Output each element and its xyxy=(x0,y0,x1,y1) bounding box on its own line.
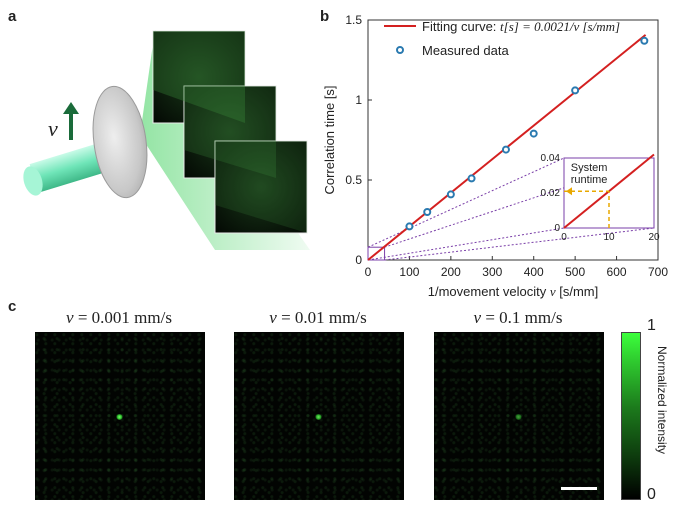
speckle-image xyxy=(234,332,404,500)
legend-data-label: Measured data xyxy=(422,43,509,58)
y-tick-label: 0.5 xyxy=(345,173,362,187)
colorbar xyxy=(621,332,641,500)
x-tick-label: 500 xyxy=(565,265,585,279)
legend-fit-label: Fitting curve: t[s] = 0.0021/v [s/mm] xyxy=(422,19,620,34)
focus-spot xyxy=(116,414,123,420)
zoom-box xyxy=(367,246,386,261)
plot-frame xyxy=(367,19,659,261)
inset-x-tick-label: 0 xyxy=(561,232,567,243)
image-caption-symbol: v xyxy=(269,308,277,327)
velocity-arrow-icon xyxy=(63,102,79,140)
image-caption: v = 0.001 mm/s xyxy=(29,308,209,328)
x-tick-label: 200 xyxy=(441,265,461,279)
scale-bar xyxy=(561,487,597,490)
inset-x-tick-label: 20 xyxy=(648,232,660,243)
panel-b-letter: b xyxy=(320,8,330,25)
data-point xyxy=(423,208,432,216)
data-point xyxy=(467,174,476,183)
projection-line xyxy=(367,157,565,248)
data-point xyxy=(529,129,538,138)
velocity-symbol: v xyxy=(48,116,58,141)
image-caption: v = 0.1 mm/s xyxy=(428,308,608,328)
y-tick-label: 0 xyxy=(355,253,362,267)
panel-a-illustration xyxy=(23,30,310,250)
focus-spot xyxy=(515,414,522,420)
colorbar-label: Normalized intensity xyxy=(655,346,669,455)
x-tick-label: 700 xyxy=(648,265,668,279)
panel-a-letter: a xyxy=(8,8,17,25)
image-caption-symbol: v xyxy=(66,308,74,327)
data-point xyxy=(446,190,455,199)
image-caption: v = 0.01 mm/s xyxy=(228,308,408,328)
legend-data-swatch xyxy=(396,46,404,54)
y-axis-label: Correlation time [s] xyxy=(322,85,337,194)
runtime-arrow-icon xyxy=(566,187,572,196)
speckle-image xyxy=(35,332,205,500)
x-tick-label: 100 xyxy=(399,265,419,279)
colorbar-min-label: 0 xyxy=(647,486,656,503)
x-tick-label: 300 xyxy=(482,265,502,279)
inset-y-tick-label: 0.02 xyxy=(541,188,561,199)
panel-c-letter: c xyxy=(8,298,17,315)
inset-y-tick-label: 0 xyxy=(554,223,560,234)
x-axis-label: 1/movement velocity v [s/mm] xyxy=(428,284,599,299)
data-point xyxy=(571,86,580,95)
x-tick-label: 0 xyxy=(365,265,372,279)
inset-annotation-line2: runtime xyxy=(571,174,608,186)
inset-x-tick-label: 10 xyxy=(603,232,615,243)
y-tick-label: 1 xyxy=(355,93,362,107)
diffuser-disk xyxy=(92,85,148,199)
data-point xyxy=(640,36,649,45)
colorbar-max-label: 1 xyxy=(647,317,656,334)
image-caption-symbol: v xyxy=(473,308,482,327)
image-caption-text: = 0.01 mm/s xyxy=(276,308,367,327)
x-tick-label: 600 xyxy=(607,265,627,279)
focus-spot xyxy=(315,414,322,420)
image-caption-text: = 0.1 mm/s xyxy=(481,308,563,327)
image-caption-text: = 0.001 mm/s xyxy=(73,308,172,327)
inset-y-tick-label: 0.04 xyxy=(541,153,561,164)
speckle-image xyxy=(434,332,604,500)
data-point xyxy=(501,145,510,154)
projection-line xyxy=(384,227,655,261)
y-tick-label: 1.5 xyxy=(345,13,362,27)
inset-annotation-line1: System xyxy=(571,162,608,174)
speckle-frames xyxy=(152,30,308,234)
panel-b-chart: 0 100 200 300 400 500 600 70000.511.51/movement… xyxy=(322,13,668,299)
projection-line xyxy=(367,227,565,261)
x-tick-label: 400 xyxy=(524,265,544,279)
data-point xyxy=(405,222,414,231)
